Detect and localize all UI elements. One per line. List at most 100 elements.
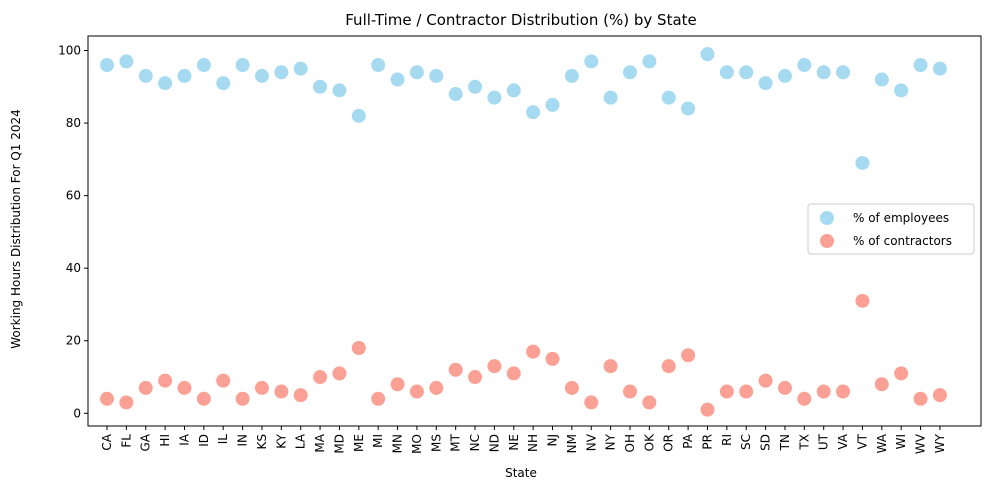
- data-point: [293, 388, 308, 403]
- x-tick-label: WV: [914, 433, 928, 454]
- data-point: [894, 83, 909, 98]
- data-point: [526, 344, 541, 359]
- legend-marker: [820, 211, 834, 225]
- data-point: [874, 72, 889, 87]
- data-point: [332, 83, 347, 98]
- data-point: [177, 380, 192, 395]
- x-tick-label: MD: [332, 434, 346, 454]
- data-point: [448, 362, 463, 377]
- data-point: [158, 373, 173, 388]
- x-tick-label: OH: [623, 434, 637, 452]
- data-point: [196, 391, 211, 406]
- data-point: [603, 90, 618, 105]
- data-point: [894, 366, 909, 381]
- x-tick-label: ND: [487, 434, 501, 452]
- legend-marker: [820, 234, 834, 248]
- data-point: [235, 58, 250, 73]
- data-point: [332, 366, 347, 381]
- y-tick-label: 80: [66, 116, 81, 130]
- x-tick-label: HI: [158, 434, 172, 447]
- data-point: [100, 391, 114, 406]
- data-point: [429, 380, 444, 395]
- legend-label: % of contractors: [853, 234, 952, 248]
- data-point: [545, 97, 560, 112]
- data-point: [468, 79, 483, 94]
- x-tick-label: MN: [391, 434, 405, 453]
- x-tick-label: MO: [410, 434, 424, 454]
- data-point: [661, 90, 676, 105]
- data-point: [216, 76, 231, 91]
- x-tick-label: WY: [933, 433, 947, 453]
- data-point: [719, 384, 734, 399]
- x-tick-label: IN: [236, 434, 250, 447]
- data-point: [313, 79, 328, 94]
- data-point: [138, 380, 153, 395]
- data-point: [816, 65, 831, 80]
- data-point: [874, 377, 889, 392]
- data-point: [371, 58, 386, 73]
- x-tick-label: OR: [662, 434, 676, 452]
- data-point: [274, 65, 289, 80]
- data-point: [777, 380, 792, 395]
- plot-area: 0 20 40 60 80 100 CA FL GA HI IA ID IL IN KS KY LA MA MD ME…: [58, 35, 982, 454]
- data-point: [390, 377, 405, 392]
- data-point: [622, 384, 637, 399]
- x-tick-label: ME: [352, 434, 366, 452]
- data-point: [855, 155, 870, 170]
- y-tick-label: 60: [66, 189, 81, 203]
- data-point: [293, 61, 308, 76]
- data-point: [564, 68, 579, 83]
- data-point: [758, 373, 773, 388]
- axes-frame: [87, 35, 982, 427]
- x-tick-label: NJ: [546, 434, 560, 447]
- data-point: [468, 370, 483, 385]
- data-point: [836, 65, 851, 80]
- x-tick-label: CA: [100, 433, 114, 450]
- data-point: [739, 384, 754, 399]
- x-tick-label: IA: [177, 433, 191, 446]
- data-point: [254, 380, 269, 395]
- x-tick-label: FL: [119, 434, 133, 448]
- x-tick-label: TN: [778, 434, 792, 451]
- data-point: [739, 65, 754, 80]
- data-point: [487, 90, 502, 105]
- x-tick-label: SC: [739, 434, 753, 450]
- x-tick-label: MA: [313, 433, 327, 452]
- data-point: [274, 384, 289, 399]
- data-point: [429, 68, 444, 83]
- data-point: [797, 58, 812, 73]
- data-point: [700, 47, 715, 62]
- x-tick-label: VT: [855, 433, 869, 449]
- x-tick-label: ID: [197, 434, 211, 447]
- data-point: [390, 72, 405, 87]
- x-tick-label: IL: [216, 434, 230, 445]
- x-tick-label: NC: [468, 434, 482, 451]
- x-tick-label: KS: [255, 434, 269, 450]
- data-point: [836, 384, 851, 399]
- data-point: [642, 54, 657, 69]
- data-point: [564, 380, 579, 395]
- x-tick-label: PA: [681, 433, 695, 448]
- x-tick-label: OK: [642, 433, 656, 451]
- data-point: [138, 68, 153, 83]
- data-point: [409, 65, 424, 80]
- data-point: [932, 388, 947, 403]
- data-point: [506, 366, 521, 381]
- series-employees: [100, 47, 947, 170]
- data-point: [448, 87, 463, 102]
- data-point: [177, 68, 192, 83]
- y-axis-label: Working Hours Distribution For Q1 2024: [9, 109, 23, 349]
- data-point: [758, 76, 773, 91]
- data-point: [681, 348, 696, 363]
- data-point: [158, 76, 173, 91]
- data-point: [487, 359, 502, 374]
- y-tick-label: 100: [58, 44, 81, 58]
- data-point: [100, 58, 114, 73]
- x-tick-label: NH: [526, 434, 540, 452]
- x-tick-label: NY: [604, 433, 618, 450]
- data-point: [506, 83, 521, 98]
- data-point: [797, 391, 812, 406]
- data-point: [913, 391, 928, 406]
- x-tick-label: LA: [294, 433, 308, 449]
